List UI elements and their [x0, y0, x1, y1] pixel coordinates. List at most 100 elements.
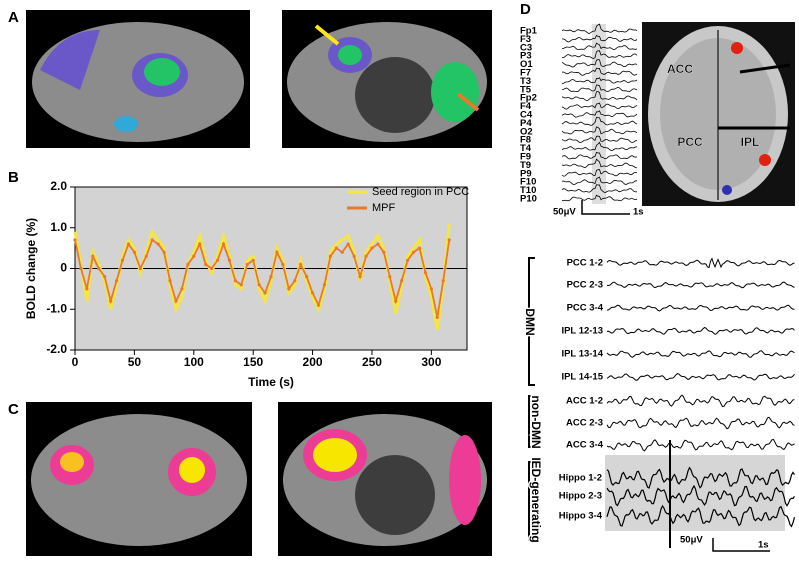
scale-time: 1s — [758, 540, 769, 551]
eeg-trace — [561, 67, 638, 76]
channel-label: T3 — [520, 76, 531, 87]
point — [334, 246, 338, 250]
eeg-trace — [606, 304, 795, 312]
point — [138, 266, 142, 271]
channel-label: F10 — [520, 177, 536, 188]
point — [269, 275, 273, 279]
panel-label: B — [8, 169, 19, 186]
scale-amplitude: 50μV — [680, 535, 703, 546]
channel-label: O1 — [520, 59, 533, 70]
x-tick-label: 150 — [243, 355, 263, 369]
eeg-trace — [561, 116, 638, 126]
eeg-trace — [606, 394, 795, 408]
channel-label: P10 — [520, 194, 537, 205]
eeg-trace — [606, 350, 795, 358]
x-tick-label: 200 — [303, 355, 323, 369]
channel-label: IPL 13-14 — [561, 349, 603, 360]
channel-label: P4 — [520, 118, 532, 129]
eeg-trace — [561, 42, 638, 51]
eeg-trace — [561, 50, 638, 59]
mri-label: ACC — [667, 62, 693, 76]
x-tick-label: 50 — [128, 355, 142, 369]
eeg-trace — [561, 102, 638, 110]
x-tick-label: 100 — [184, 355, 204, 369]
point — [328, 254, 332, 258]
brain-images-c — [26, 402, 492, 556]
y-tick-label: 0 — [60, 261, 67, 275]
eeg-trace — [561, 77, 638, 85]
x-tick-label: 0 — [72, 355, 79, 369]
channel-label: P9 — [520, 168, 532, 179]
point — [423, 270, 428, 275]
eeg-trace — [561, 151, 638, 160]
point — [198, 242, 202, 246]
point — [251, 258, 255, 262]
point — [73, 238, 77, 242]
channel-label: ACC 1-2 — [566, 396, 603, 407]
point — [364, 254, 368, 258]
eeg-trace — [561, 34, 638, 43]
channel-label: ACC 2-3 — [566, 418, 603, 429]
point — [447, 238, 451, 242]
eeg-trace — [561, 110, 638, 118]
eeg-trace — [561, 23, 638, 34]
point — [192, 254, 196, 258]
channel-label: P3 — [520, 51, 532, 62]
scale-time: 1s — [633, 207, 644, 218]
point — [275, 250, 279, 254]
point — [293, 279, 297, 283]
point — [257, 283, 261, 287]
eeg-trace — [606, 438, 795, 452]
point — [103, 275, 107, 279]
point — [109, 299, 113, 303]
channel-label: T4 — [520, 143, 532, 154]
line-series — [74, 238, 451, 318]
eeg-trace — [561, 184, 638, 193]
highlight — [605, 455, 785, 531]
y-tick-label: 2.0 — [50, 179, 67, 193]
point — [382, 250, 386, 254]
channel-label: F4 — [520, 101, 532, 112]
point — [144, 254, 148, 258]
x-tick-label: 250 — [362, 355, 382, 369]
point — [316, 303, 321, 307]
point — [287, 287, 291, 291]
scale-amplitude: 50μV — [553, 207, 576, 218]
point — [388, 275, 392, 279]
mri-image — [642, 22, 795, 206]
point — [79, 266, 83, 271]
group-bracket — [528, 395, 535, 448]
highlight — [592, 24, 606, 204]
point — [400, 279, 404, 283]
eeg-trace — [561, 59, 638, 68]
eeg-trace — [606, 326, 795, 335]
point — [429, 287, 433, 291]
channel-label: T9 — [520, 160, 531, 171]
panel-label: D — [520, 1, 531, 18]
eeg-trace — [606, 484, 795, 507]
point — [441, 279, 445, 283]
channel-label: IPL 14-15 — [561, 372, 603, 383]
channel-label: O2 — [520, 126, 533, 137]
scale-bar — [581, 200, 630, 215]
eeg-trace — [606, 373, 795, 381]
channel-label: Hippo 1-2 — [559, 473, 602, 484]
point — [411, 250, 416, 254]
channel-label: PCC 3-4 — [567, 303, 604, 314]
point — [85, 287, 89, 291]
point — [210, 266, 214, 271]
point — [204, 262, 208, 267]
channel-label: F8 — [520, 135, 531, 146]
y-tick-label: -2.0 — [46, 342, 67, 356]
point — [215, 258, 220, 262]
eeg-trace — [606, 504, 796, 528]
legend-label: Seed region in PCC — [372, 186, 469, 198]
channel-label: C3 — [520, 42, 532, 53]
point — [299, 262, 303, 267]
eeg-trace — [561, 135, 638, 144]
mri-label: IPL — [741, 135, 760, 149]
point — [150, 238, 154, 242]
channel-label: Fp2 — [520, 93, 537, 104]
channel-label: T5 — [520, 84, 532, 95]
eeg-trace — [561, 169, 638, 177]
